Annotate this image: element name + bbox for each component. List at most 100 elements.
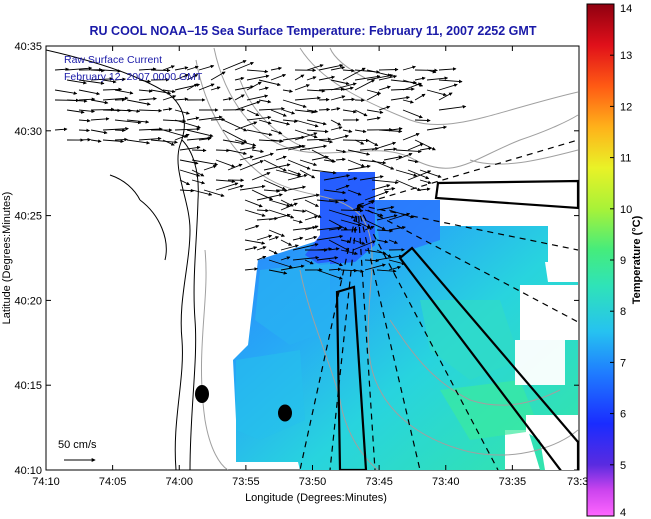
current-vector [282, 109, 296, 115]
colorbar-tick-label: 11 [620, 153, 631, 165]
current-vector [280, 244, 299, 251]
x-tick-label: 73:55 [232, 476, 260, 488]
current-vector [210, 117, 226, 122]
current-vector [191, 189, 213, 196]
current-vector [407, 143, 424, 151]
current-vector [270, 119, 291, 126]
current-vector [227, 184, 244, 191]
x-tick-label: 73:40 [432, 476, 460, 488]
colorbar-tick-label: 7 [620, 357, 626, 369]
current-vector [407, 169, 430, 180]
current-vector [340, 249, 358, 256]
current-vector [78, 89, 101, 96]
current-vector [335, 157, 346, 162]
current-vector [388, 259, 406, 266]
current-vector [280, 264, 305, 271]
current-vector [287, 173, 308, 181]
current-vector [328, 267, 342, 272]
current-vector [292, 193, 320, 201]
current-vector [402, 65, 416, 71]
current-vector [419, 179, 432, 185]
current-vector [244, 239, 266, 245]
current-vector [162, 65, 175, 71]
current-vector [256, 234, 273, 241]
current-vector [340, 219, 362, 227]
current-vector [280, 199, 294, 207]
coastline [46, 49, 199, 470]
current-vector [114, 128, 126, 133]
current-vector [311, 149, 336, 163]
chart-title: RU COOL NOAA–15 Sea Surface Temperature:… [90, 24, 537, 38]
current-vector [150, 68, 171, 73]
current-vector [198, 83, 215, 91]
current-vector [246, 81, 262, 91]
current-vector [268, 236, 280, 241]
current-vector [376, 254, 403, 261]
current-vector [318, 107, 331, 112]
current-vector [364, 258, 380, 263]
current-vector [366, 73, 394, 81]
current-vector [323, 159, 336, 164]
current-vector [330, 134, 349, 141]
current-vector [354, 74, 381, 81]
current-vector [179, 188, 195, 193]
current-vector [347, 176, 358, 181]
current-vector [342, 97, 356, 102]
current-vector [90, 129, 108, 135]
x-tick-label: 74:10 [32, 476, 60, 488]
current-vector [287, 144, 306, 151]
current-vector [275, 144, 303, 151]
current-vector [330, 126, 343, 131]
current-vector [354, 79, 376, 91]
current-vector [102, 139, 125, 144]
legend-raw-current: Raw Surface Current [64, 54, 162, 66]
current-vector [294, 119, 319, 128]
current-vector [388, 225, 406, 231]
current-vector [342, 68, 355, 73]
current-vector [366, 139, 379, 146]
current-vector [90, 68, 105, 73]
current-vector [222, 97, 233, 101]
current-vector [54, 67, 69, 72]
current-vector [438, 92, 453, 101]
current-vector [268, 269, 288, 275]
current-vector [371, 141, 397, 151]
current-vector [191, 179, 206, 185]
current-vector [114, 77, 126, 82]
current-vector [210, 86, 221, 91]
current-vector [162, 119, 187, 123]
current-vector [198, 64, 215, 71]
current-vector [246, 94, 269, 101]
current-vector [270, 139, 284, 143]
current-vector [179, 169, 201, 177]
current-vector [330, 66, 346, 71]
colorbar-tick-label: 9 [620, 255, 626, 267]
current-vector [282, 89, 293, 93]
current-vector [78, 97, 96, 102]
current-vector [90, 117, 110, 121]
current-vector [318, 63, 344, 71]
current-vector [328, 247, 340, 251]
current-vector [251, 149, 264, 154]
current-vector [244, 246, 258, 251]
x-tick-label: 73:45 [365, 476, 393, 488]
current-vector [234, 100, 261, 111]
x-tick-label: 73:50 [299, 476, 327, 488]
current-vector [402, 109, 423, 119]
current-vector [390, 95, 410, 101]
current-vector [402, 99, 414, 104]
current-vector [340, 239, 351, 244]
current-vector [426, 125, 447, 131]
current-vector [328, 226, 342, 231]
station-marker-1 [195, 385, 209, 403]
current-vector [102, 79, 117, 84]
current-vector [234, 121, 258, 131]
current-vector [138, 96, 157, 101]
current-vector [414, 118, 431, 123]
scale-label: 50 cm/s [58, 439, 97, 451]
y-tick-label: 40:30 [14, 126, 42, 138]
current-vector [258, 119, 272, 125]
current-vector [287, 169, 302, 176]
current-vector [174, 97, 189, 101]
current-vector [376, 239, 389, 244]
